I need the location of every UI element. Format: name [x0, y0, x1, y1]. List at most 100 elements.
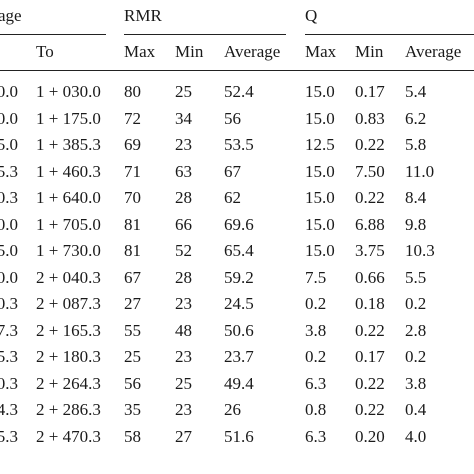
q-average-cell: 5.8: [405, 135, 427, 154]
rmr-average-cell: 59.2: [224, 268, 254, 287]
q-max-cell: 6.3: [305, 427, 327, 446]
from-cell: 4.3: [0, 400, 18, 419]
q-max-cell: 15.0: [305, 109, 335, 128]
rmr-average-cell: 23.7: [224, 347, 254, 366]
to-cell: 1 + 705.0: [36, 215, 101, 234]
rmr-min-cell: 52: [175, 241, 192, 260]
rmr-max-cell: 70: [124, 188, 141, 207]
q-average-cell: 4.0: [405, 427, 427, 446]
rmr-average-cell: 67: [224, 162, 241, 181]
from-cell: 0.0: [0, 215, 18, 234]
to-cell: 1 + 030.0: [36, 82, 101, 101]
from-cell: 5.0: [0, 135, 18, 154]
rmr-max-cell: 69: [124, 135, 141, 154]
rmr-max-cell: 80: [124, 82, 141, 101]
from-cell: 5.3: [0, 427, 18, 446]
to-cell: 1 + 730.0: [36, 241, 101, 260]
q-max-cell: 3.8: [305, 321, 327, 340]
to-cell: 2 + 040.3: [36, 268, 101, 287]
rmr-average-cell: 51.6: [224, 427, 254, 446]
to-cell: 2 + 264.3: [36, 374, 101, 393]
rmr-max-cell: 56: [124, 374, 141, 393]
q-average-header: Average: [405, 42, 462, 61]
rmr-average-cell: 69.6: [224, 215, 254, 234]
q-min-cell: 3.75: [355, 241, 385, 260]
from-cell: 0.3: [0, 294, 18, 313]
rmr-min-cell: 27: [175, 427, 192, 446]
rmr-average-cell: 62: [224, 188, 241, 207]
q-max-cell: 7.5: [305, 268, 327, 287]
q-max-cell: 15.0: [305, 162, 335, 181]
q-max-cell: 0.2: [305, 294, 327, 313]
rmr-min-cell: 34: [175, 109, 192, 128]
rmr-min-cell: 23: [175, 400, 192, 419]
rmr-min-cell: 23: [175, 135, 192, 154]
to-cell: 2 + 286.3: [36, 400, 101, 419]
q-average-cell: 10.3: [405, 241, 435, 260]
q-max-cell: 15.0: [305, 82, 335, 101]
q-average-cell: 3.8: [405, 374, 427, 393]
q-max-cell: 15.0: [305, 241, 335, 260]
rmr-min-cell: 48: [175, 321, 192, 340]
q-min-cell: 0.83: [355, 109, 385, 128]
rmr-average-cell: 49.4: [224, 374, 254, 393]
from-cell: 0.3: [0, 188, 18, 207]
q-max-cell: 0.2: [305, 347, 327, 366]
rmr-average-cell: 50.6: [224, 321, 254, 340]
q-min-cell: 0.20: [355, 427, 385, 446]
rmr-average-header: Average: [224, 42, 281, 61]
q-min-cell: 0.66: [355, 268, 385, 287]
q-group-rule: [305, 34, 474, 36]
to-cell: 1 + 175.0: [36, 109, 101, 128]
rmr-average-cell: 65.4: [224, 241, 254, 260]
from-cell: 0.0: [0, 109, 18, 128]
chainage-group-rule: [0, 34, 106, 36]
rmr-max-cell: 27: [124, 294, 141, 313]
rmr-max-cell: 58: [124, 427, 141, 446]
rmr-min-cell: 28: [175, 268, 192, 287]
q-min-cell: 0.17: [355, 347, 385, 366]
q-average-cell: 6.2: [405, 109, 427, 128]
rmr-max-cell: 35: [124, 400, 141, 419]
to-cell: 2 + 180.3: [36, 347, 101, 366]
rmr-max-cell: 25: [124, 347, 141, 366]
q-min-cell: 0.17: [355, 82, 385, 101]
chainage-header: age: [0, 6, 22, 25]
q-header: Q: [305, 6, 318, 25]
from-cell: 5.3: [0, 347, 18, 366]
q-max-cell: 6.3: [305, 374, 327, 393]
to-cell: 2 + 470.3: [36, 427, 101, 446]
q-max-cell: 15.0: [305, 215, 335, 234]
rmr-group-rule: [124, 34, 286, 36]
q-min-cell: 0.22: [355, 374, 385, 393]
rmr-average-cell: 52.4: [224, 82, 254, 101]
rmr-min-cell: 23: [175, 347, 192, 366]
q-max-header: Max: [305, 42, 337, 61]
q-average-cell: 5.5: [405, 268, 427, 287]
from-cell: 5.3: [0, 162, 18, 181]
rmr-average-cell: 24.5: [224, 294, 254, 313]
q-max-cell: 12.5: [305, 135, 335, 154]
from-cell: 0.0: [0, 268, 18, 287]
q-average-cell: 0.4: [405, 400, 427, 419]
q-average-cell: 0.2: [405, 294, 427, 313]
q-max-cell: 15.0: [305, 188, 335, 207]
q-average-cell: 2.8: [405, 321, 427, 340]
q-average-cell: 9.8: [405, 215, 427, 234]
q-min-cell: 7.50: [355, 162, 385, 181]
rmr-min-cell: 28: [175, 188, 192, 207]
to-cell: 1 + 460.3: [36, 162, 101, 181]
q-min-cell: 0.22: [355, 321, 385, 340]
rmr-average-cell: 56: [224, 109, 241, 128]
header-bottom-rule: [0, 70, 474, 72]
to-cell: 2 + 087.3: [36, 294, 101, 313]
rmr-max-cell: 55: [124, 321, 141, 340]
rmr-max-cell: 67: [124, 268, 141, 287]
q-min-cell: 0.22: [355, 135, 385, 154]
q-min-cell: 6.88: [355, 215, 385, 234]
q-max-cell: 0.8: [305, 400, 327, 419]
rmr-min-cell: 63: [175, 162, 192, 181]
q-average-cell: 0.2: [405, 347, 427, 366]
to-cell: 1 + 385.3: [36, 135, 101, 154]
from-cell: 0.3: [0, 374, 18, 393]
